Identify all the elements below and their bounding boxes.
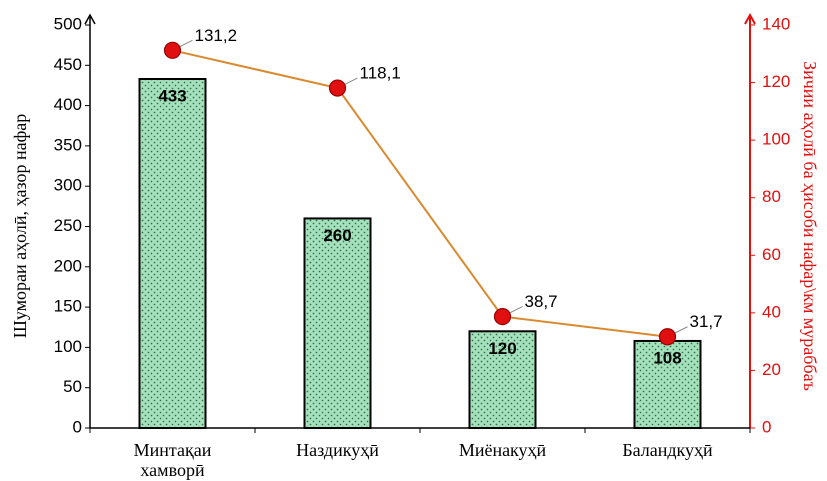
line-marker [658, 328, 677, 346]
y-tick-label: 250 [54, 216, 82, 235]
bar [138, 78, 207, 429]
x-tick-label: Минтақаи хамворӣ [133, 440, 212, 480]
y-axis-arrow [84, 13, 96, 25]
line-value-label: 31,7 [690, 312, 723, 331]
bar-value-label: 260 [323, 226, 351, 245]
y2-tick-label: 100 [762, 130, 790, 149]
y-axis-title: Шумораи аҳолӣ, ҳазор нафар [10, 114, 30, 339]
y2-tick-label: 80 [762, 187, 781, 206]
y-tick-label: 400 [54, 95, 82, 114]
y2-tick-label: 120 [762, 72, 790, 91]
line-value-label: 38,7 [525, 292, 558, 311]
x-tick-label: Наздикуҳӣ [296, 440, 379, 460]
y2-tick-label: 40 [762, 302, 781, 321]
y2-tick-label: 60 [762, 245, 781, 264]
y2-axis-arrow [744, 12, 756, 25]
y2-tick-label: 0 [762, 417, 771, 436]
line [172, 49, 668, 338]
y-tick-label: 200 [54, 256, 82, 275]
y-tick-label: 450 [54, 55, 82, 74]
y-tick-label: 500 [54, 14, 82, 33]
bar [303, 217, 372, 429]
y-tick-label: 50 [63, 377, 82, 396]
y-tick-label: 350 [54, 135, 82, 154]
bar-value-label: 108 [653, 348, 681, 367]
line-marker [493, 307, 512, 326]
y-tick-label: 300 [54, 176, 82, 195]
y-tick-label: 100 [54, 337, 82, 356]
bar [633, 339, 702, 429]
bar-value-label: 433 [158, 86, 186, 105]
line-marker [163, 41, 182, 59]
x-tick-label: Миёнакуҳӣ [458, 440, 547, 460]
y2-axis-title: Зичии аҳолӣ ба ҳисоби нафар\км мураббаъ [800, 61, 820, 391]
line-value-label: 118,1 [360, 64, 401, 83]
y-tick-label: 150 [54, 297, 82, 316]
y2-tick-label: 140 [762, 14, 790, 33]
bar-value-label: 120 [488, 339, 516, 358]
x-tick-label: Баландкуҳӣ [622, 440, 713, 460]
line-value-label: 131,2 [195, 26, 238, 45]
line-marker [328, 79, 347, 97]
y-tick-label: 0 [73, 417, 82, 436]
y2-tick-label: 20 [762, 360, 781, 379]
bar [468, 330, 537, 429]
